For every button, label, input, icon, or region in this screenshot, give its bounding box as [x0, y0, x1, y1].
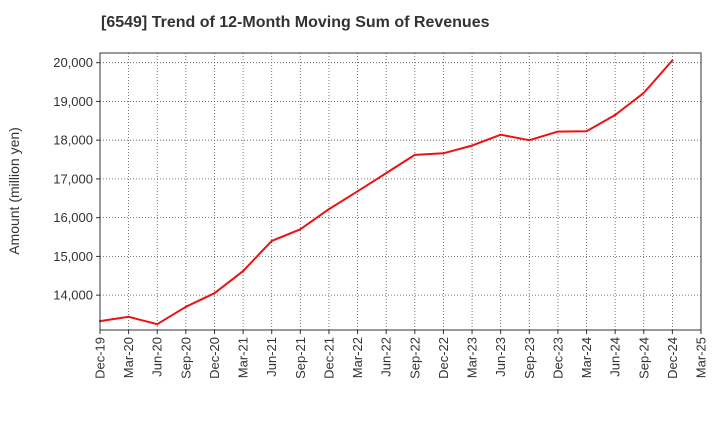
x-tick-label: Mar-24: [579, 337, 594, 378]
data-point: [499, 133, 502, 136]
x-axis: Dec-19 Mar-20 Jun-20 Sep-20 Dec-20 Mar-21 Jun-…: [93, 330, 709, 379]
x-tick-label: Mar-25: [694, 337, 709, 378]
x-tick-label: Mar-21: [236, 337, 251, 378]
x-tick-label: Dec-23: [550, 337, 565, 379]
x-tick-label: Jun-24: [608, 337, 623, 377]
y-tick-label: 18,000: [53, 133, 93, 148]
data-point: [614, 113, 617, 116]
x-tick-label: Jun-22: [379, 337, 394, 377]
x-tick-label: Sep-21: [293, 337, 308, 379]
series-layer: [99, 59, 674, 326]
data-point: [528, 139, 531, 142]
x-tick-label: Dec-21: [321, 337, 336, 379]
data-point: [242, 270, 245, 273]
data-point: [127, 315, 130, 318]
x-tick-label: Dec-20: [207, 337, 222, 379]
y-tick-label: 19,000: [53, 94, 93, 109]
y-tick-label: 20,000: [53, 55, 93, 70]
x-tick-label: Sep-22: [407, 337, 422, 379]
data-point: [156, 323, 159, 326]
data-point: [642, 91, 645, 94]
data-point: [556, 130, 559, 133]
x-tick-label: Dec-22: [436, 337, 451, 379]
x-tick-label: Dec-19: [93, 337, 108, 379]
x-tick-label: Mar-20: [121, 337, 136, 378]
x-tick-label: Mar-22: [350, 337, 365, 378]
x-tick-label: Jun-20: [150, 337, 165, 377]
x-tick-label: Sep-20: [178, 337, 193, 379]
data-point: [299, 228, 302, 231]
x-tick-label: Mar-23: [465, 337, 480, 378]
y-tick-label: 15,000: [53, 249, 93, 264]
x-tick-label: Jun-23: [493, 337, 508, 377]
y-tick-label: 17,000: [53, 171, 93, 186]
data-point: [413, 153, 416, 156]
x-tick-label: Sep-24: [636, 337, 651, 379]
data-point: [671, 59, 674, 62]
x-tick-label: Sep-23: [522, 337, 537, 379]
y-tick-label: 14,000: [53, 288, 93, 303]
data-point: [184, 305, 187, 308]
data-point: [385, 172, 388, 175]
x-tick-label: Jun-21: [264, 337, 279, 377]
y-axis: 14,000 15,000 16,000 17,000 18,000 19,000 20,0…: [53, 55, 100, 303]
data-point: [442, 152, 445, 155]
data-point: [356, 190, 359, 193]
y-tick-label: 16,000: [53, 210, 93, 225]
grid-layer: [100, 53, 701, 330]
x-tick-label: Dec-24: [665, 337, 680, 379]
chart-title: [6549] Trend of 12-Month Moving Sum of R…: [101, 14, 490, 31]
data-point: [270, 239, 273, 242]
data-point: [213, 292, 216, 295]
data-point: [471, 144, 474, 147]
data-point: [585, 130, 588, 133]
y-axis-title: Amount (million yen): [6, 127, 22, 255]
data-point: [327, 208, 330, 211]
plot-frame: [99, 52, 702, 331]
